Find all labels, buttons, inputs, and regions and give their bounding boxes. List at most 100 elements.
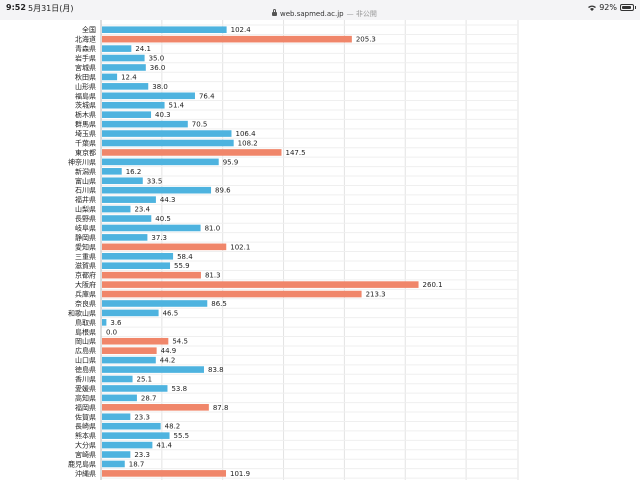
bar — [102, 413, 131, 421]
bar — [102, 451, 131, 458]
bar — [102, 215, 152, 222]
value-label: 81.3 — [205, 272, 221, 280]
category-label: 静岡県 — [75, 233, 96, 242]
value-label: 102.1 — [230, 243, 250, 251]
category-label: 神奈川県 — [68, 157, 96, 166]
bar — [102, 337, 169, 345]
value-label: 147.5 — [286, 149, 306, 157]
value-label: 18.7 — [129, 460, 145, 468]
category-label: 秋田県 — [75, 72, 96, 81]
category-label: 福岡県 — [75, 403, 96, 412]
value-label: 55.5 — [174, 432, 190, 440]
value-label: 106.4 — [235, 130, 256, 138]
category-label: 三重県 — [75, 253, 96, 261]
value-label: 40.5 — [155, 215, 171, 223]
value-label: 38.0 — [152, 83, 168, 91]
value-label: 81.0 — [205, 224, 221, 232]
bar — [102, 366, 204, 373]
bar-layer — [102, 26, 419, 477]
url-privacy-label: — 非公開 — [346, 10, 377, 18]
value-label: 55.9 — [174, 262, 190, 270]
bar — [102, 243, 227, 251]
category-label: 鳥取県 — [75, 318, 96, 327]
bar — [102, 460, 125, 468]
value-label: 108.2 — [238, 140, 258, 148]
value-label: 23.3 — [134, 451, 150, 459]
bar — [102, 404, 209, 411]
category-label: 千葉県 — [75, 139, 96, 148]
value-label: 23.4 — [134, 206, 150, 214]
category-label: 宮崎県 — [75, 450, 96, 459]
category-label: 奈良県 — [75, 299, 96, 308]
value-label: 70.5 — [192, 121, 208, 129]
category-label: 富山県 — [75, 176, 96, 185]
category-label-layer: 全国北海道青森県岩手県宮城県秋田県山形県福島県茨城県栃木県群馬県埼玉県千葉県東京… — [68, 25, 96, 478]
value-label: 23.3 — [134, 413, 150, 421]
bar — [102, 111, 152, 118]
category-label: 石川県 — [75, 187, 96, 195]
category-label: 東京都 — [75, 148, 96, 157]
wifi-icon — [588, 5, 597, 11]
category-label: 茨城県 — [75, 101, 96, 110]
value-label: 102.4 — [231, 26, 252, 34]
value-label: 3.6 — [110, 319, 122, 327]
category-label: 岩手県 — [75, 54, 96, 63]
category-label: 山口県 — [75, 356, 96, 365]
value-label: 0.0 — [106, 328, 117, 336]
category-label: 大阪府 — [75, 280, 96, 289]
status-right: 92% — [588, 3, 636, 12]
bar — [102, 130, 232, 137]
category-label: 広島県 — [75, 346, 96, 355]
value-label: 44.9 — [161, 347, 177, 355]
status-date: 5月31日(月) — [28, 4, 74, 13]
bar — [102, 385, 168, 392]
value-label: 89.6 — [215, 187, 231, 195]
category-label: 長崎県 — [75, 422, 96, 431]
bar — [102, 470, 227, 477]
category-label: 山梨県 — [75, 205, 96, 214]
value-label: 25.1 — [137, 376, 153, 384]
bar — [102, 35, 352, 43]
value-label: 24.1 — [135, 45, 151, 53]
value-label: 36.0 — [150, 64, 166, 72]
category-label: 和歌山県 — [68, 308, 96, 317]
value-label: 260.1 — [423, 281, 443, 289]
bar — [102, 347, 157, 354]
bar-chart: 全国北海道青森県岩手県宮城県秋田県山形県福島県茨城県栃木県群馬県埼玉県千葉県東京… — [68, 20, 519, 480]
status-bar: 9:52 5月31日(月) web.sapmed.ac.jp — 非公開 92% — [0, 0, 640, 20]
value-label: 40.3 — [155, 111, 171, 119]
category-label: 新潟県 — [75, 167, 96, 176]
address-bar[interactable]: web.sapmed.ac.jp — 非公開 — [272, 9, 377, 19]
value-label: 51.4 — [169, 102, 185, 110]
bar — [102, 441, 153, 449]
value-label: 87.8 — [213, 404, 229, 412]
bar — [102, 252, 174, 260]
category-label: 熊本県 — [75, 431, 96, 440]
bar — [102, 224, 201, 232]
url-text: web.sapmed.ac.jp — [280, 10, 344, 18]
bar — [102, 54, 145, 62]
value-label: 58.4 — [177, 253, 193, 261]
category-label: 沖縄県 — [75, 469, 96, 478]
category-label: 徳島県 — [75, 365, 96, 374]
bar — [102, 234, 148, 241]
bar — [102, 196, 156, 203]
category-label: 愛知県 — [75, 242, 96, 251]
category-label: 福島県 — [75, 91, 96, 100]
category-label: 京都府 — [75, 271, 96, 280]
bar — [102, 262, 171, 270]
category-label: 群馬県 — [75, 120, 96, 129]
category-label: 滋賀県 — [75, 261, 96, 270]
status-time: 9:52 — [6, 3, 26, 12]
value-label: 48.2 — [165, 423, 181, 431]
value-label: 44.2 — [160, 357, 176, 365]
value-label: 41.4 — [156, 442, 172, 450]
category-label: 北海道 — [75, 35, 96, 44]
bar — [102, 300, 208, 307]
bar — [102, 177, 143, 185]
bar — [102, 64, 146, 71]
category-label: 佐賀県 — [75, 412, 96, 421]
value-label: 37.3 — [151, 234, 167, 242]
value-label: 205.3 — [356, 36, 376, 44]
value-label: 54.5 — [172, 338, 188, 346]
